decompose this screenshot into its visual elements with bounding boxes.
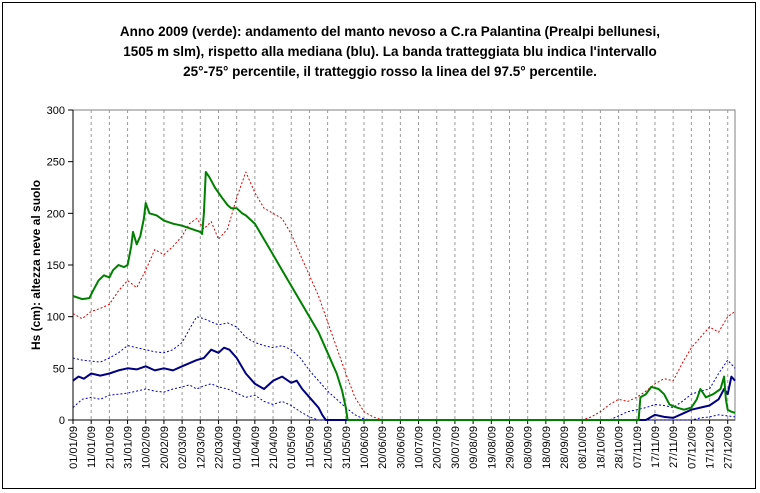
x-tick-label: 19/08/09: [486, 426, 498, 469]
x-tick-label: 20/07/09: [432, 426, 444, 469]
x-tick-label: 31/01/09: [123, 426, 135, 469]
x-tick-label: 11/01/09: [86, 426, 98, 468]
x-tick-label: 30/06/09: [395, 426, 407, 469]
y-tick-label: 50: [53, 363, 65, 375]
y-axis-label: Hs (cm): altezza neve al suolo: [29, 180, 43, 350]
x-axis: 01/01/09 11/01/09 21/01/09 31/01/09 10/02/09…: [68, 419, 735, 469]
chart-title: Anno 2009 (verde): andamento del manto n…: [40, 22, 740, 82]
x-tick-label: 02/03/09: [177, 426, 189, 469]
chart-title-line-2: 1505 m slm), rispetto alla mediana (blu)…: [123, 44, 657, 59]
x-tick-label: 07/11/09: [632, 426, 644, 468]
y-tick-label: 150: [47, 260, 65, 272]
x-tick-label: 07/12/09: [686, 426, 698, 469]
chart-title-line-1: Anno 2009 (verde): andamento del manto n…: [119, 24, 661, 39]
x-tick-label: 08/09/09: [523, 426, 535, 469]
x-tick-label: 18/09/09: [541, 426, 553, 469]
x-tick-label: 28/10/09: [614, 426, 626, 469]
x-tick-label: 27/11/09: [668, 426, 680, 468]
x-tick-label: 18/10/09: [595, 426, 607, 469]
x-tick-label: 10/06/09: [359, 426, 371, 469]
x-tick-label: 08/10/09: [577, 426, 589, 469]
x-tick-label: 09/08/09: [468, 426, 480, 469]
y-tick-label: 0: [59, 415, 65, 427]
y-tick-label: 250: [47, 157, 65, 169]
x-tick-label: 27/12/09: [723, 426, 735, 469]
y-axis: 0 50 100 150 200 250 300: [47, 105, 74, 427]
y-tick-label: 200: [47, 208, 65, 220]
x-tick-label: 17/12/09: [705, 426, 717, 469]
chart-title-line-3: 25°-75° percentile, il tratteggio rosso …: [183, 64, 597, 79]
x-tick-label: 30/07/09: [450, 426, 462, 469]
x-tick-label: 21/01/09: [104, 426, 116, 469]
x-tick-label: 10/02/09: [141, 426, 153, 469]
x-tick-label: 01/01/09: [68, 426, 80, 469]
series-line-2009: [72, 171, 736, 421]
x-tick-label: 31/05/09: [341, 426, 353, 469]
series-line-p975: [72, 171, 736, 421]
x-tick-label: 11/04/09: [250, 426, 262, 468]
x-tick-label: 12/03/09: [195, 426, 207, 469]
x-tick-label: 01/04/09: [232, 426, 244, 469]
y-tick-label: 300: [47, 105, 65, 117]
series-line-median: [72, 346, 736, 421]
x-tick-label: 29/08/09: [504, 426, 516, 469]
x-tick-label: 28/09/09: [559, 426, 571, 469]
x-tick-label: 17/11/09: [650, 426, 662, 468]
plot-area: [72, 109, 736, 421]
x-tick-label: 01/05/09: [286, 426, 298, 469]
series-line-p75: [72, 316, 736, 421]
x-tick-label: 10/07/09: [414, 426, 426, 469]
x-tick-label: 21/04/09: [268, 426, 280, 469]
x-tick-label: 21/05/09: [323, 426, 335, 469]
x-tick-label: 20/06/09: [377, 426, 389, 469]
x-tick-label: 22/03/09: [213, 426, 225, 469]
series-group: [72, 171, 736, 421]
x-tick-label: 11/05/09: [304, 426, 316, 468]
y-tick-label: 100: [47, 312, 65, 324]
x-tick-label: 20/02/09: [159, 426, 171, 469]
